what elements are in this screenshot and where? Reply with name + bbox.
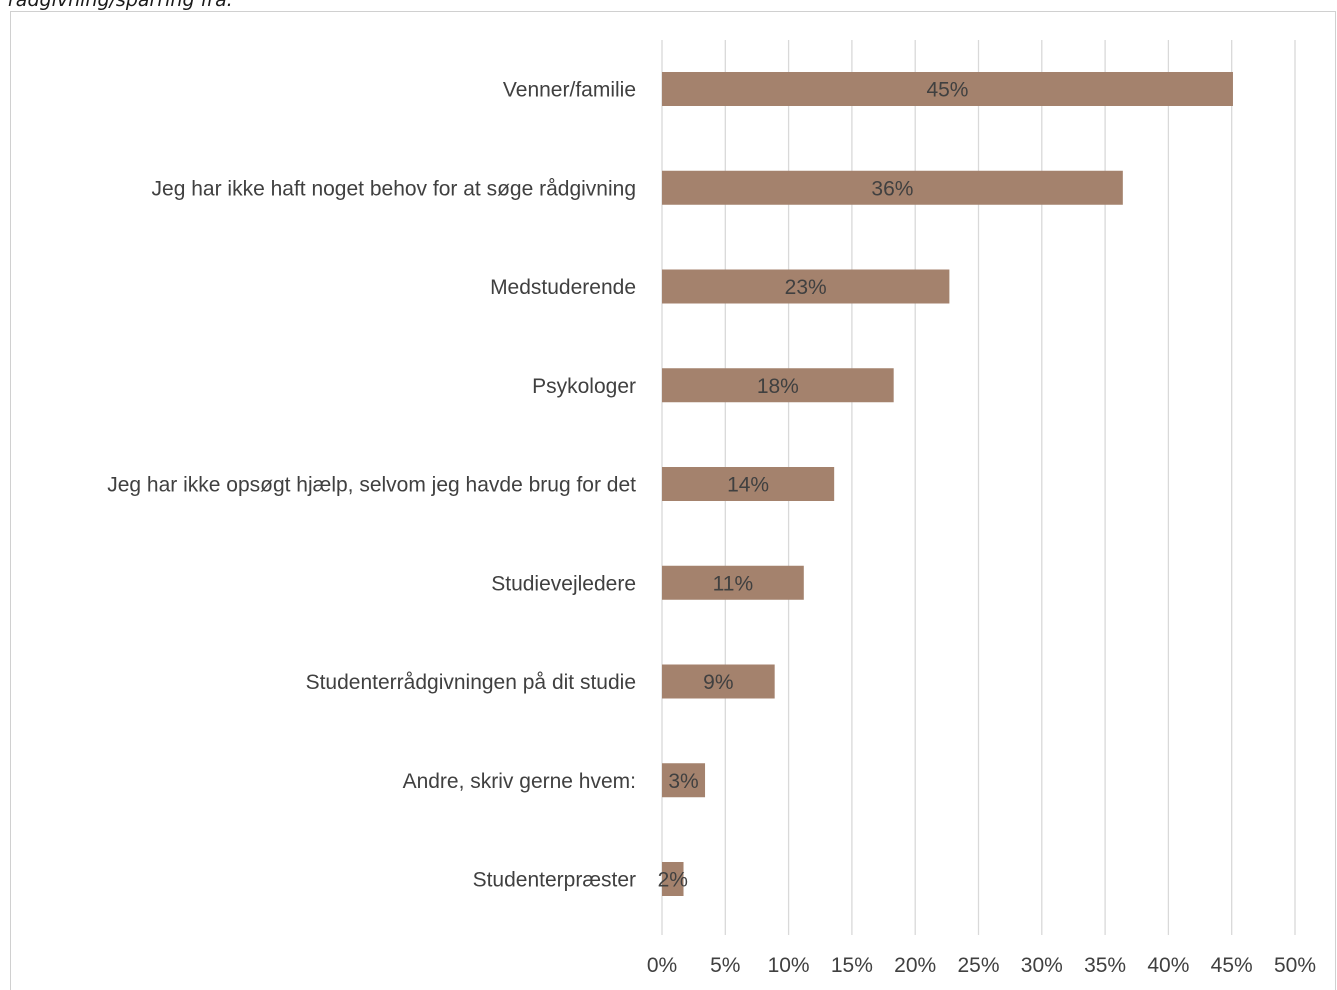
x-tick-label: 50%	[1274, 954, 1316, 977]
category-label: Andre, skriv gerne hvem:	[403, 770, 636, 793]
category-labels: Venner/familie Jeg har ikke haft noget be…	[107, 79, 636, 892]
category-label: Venner/familie	[503, 79, 636, 102]
category-label: Psykologer	[532, 375, 636, 398]
bar-data-label: 14%	[727, 474, 769, 497]
bar-data-label: 2%	[658, 869, 688, 892]
x-tick-label: 15%	[831, 954, 873, 977]
bar	[662, 565, 804, 600]
bar-data-label: 23%	[785, 276, 827, 299]
bar	[662, 467, 835, 501]
bar	[662, 170, 1123, 205]
bar	[662, 72, 1233, 106]
category-label: Medstuderende	[490, 276, 636, 299]
bar	[662, 664, 775, 699]
category-label: Jeg har ikke haft noget behov for at søg…	[152, 177, 636, 200]
bar-data-label: 11%	[713, 572, 753, 595]
bars: 45% 36% 23% 18% 14% 11% 9% 3% 2%	[658, 72, 1233, 896]
bar-data-label: 45%	[926, 79, 968, 102]
x-tick-label: 45%	[1211, 954, 1253, 977]
bar	[662, 269, 950, 304]
x-tick-label: 0%	[647, 954, 677, 977]
bar-data-label: 3%	[668, 770, 698, 793]
x-tick-label: 20%	[894, 954, 936, 977]
x-tick-label: 25%	[957, 954, 999, 977]
category-label: Jeg har ikke opsøgt hjælp, selvom jeg ha…	[107, 474, 636, 497]
category-label: Studievejledere	[491, 572, 636, 595]
x-axis-tick-labels: 0% 5% 10% 15% 20% 25% 30% 35% 40% 45% 50%	[647, 954, 1316, 977]
bar-data-label: 18%	[757, 375, 799, 398]
chart-frame	[10, 11, 1336, 990]
bar-data-label: 9%	[703, 671, 733, 694]
bar	[662, 862, 684, 896]
x-tick-label: 40%	[1147, 954, 1189, 977]
category-label: Studenterrådgivningen på dit studie	[306, 671, 636, 694]
bar-data-label: 36%	[871, 177, 913, 200]
x-tick-label: 5%	[710, 954, 740, 977]
x-tick-label: 35%	[1084, 954, 1126, 977]
chart-caption: rådgivning/sparring fra:	[8, 0, 234, 11]
x-tick-label: 10%	[768, 954, 810, 977]
x-tick-label: 30%	[1021, 954, 1063, 977]
bar	[662, 763, 706, 798]
bar	[662, 368, 894, 403]
category-label: Studenterpræster	[473, 869, 636, 892]
